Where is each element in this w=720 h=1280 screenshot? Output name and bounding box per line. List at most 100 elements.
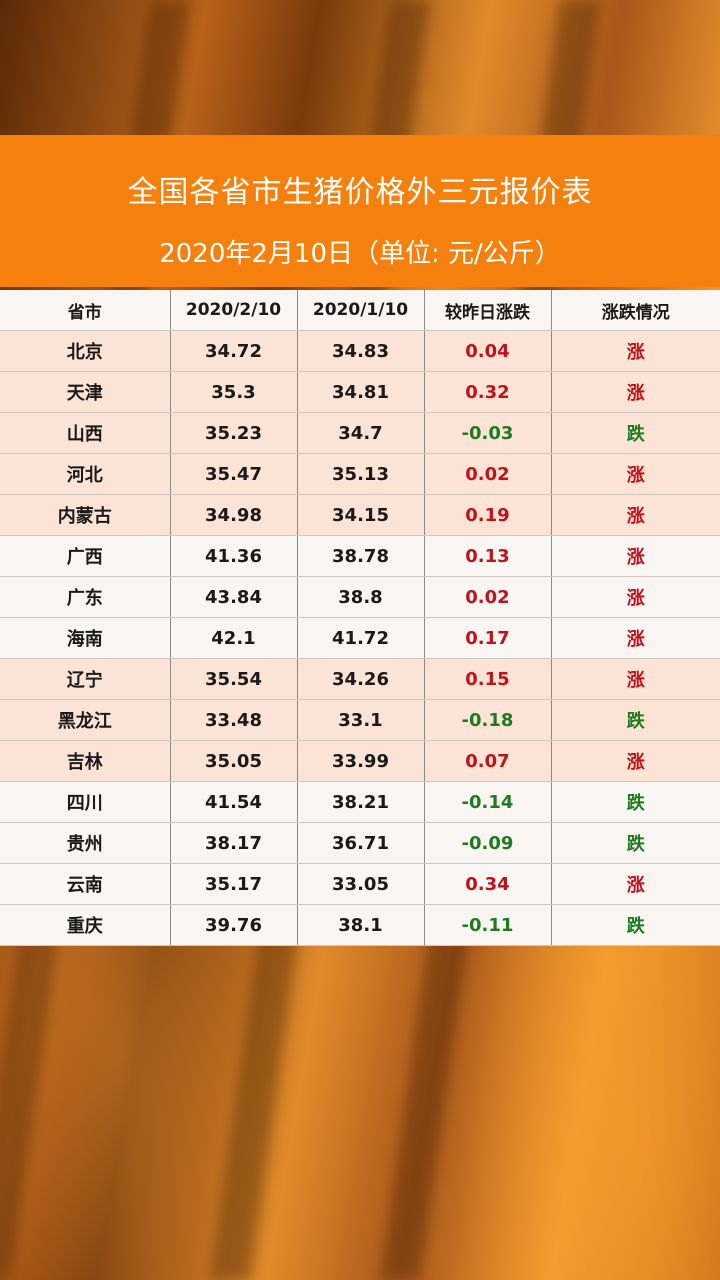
price-old-cell: 38.78: [297, 535, 425, 577]
province-cell: 吉林: [0, 740, 171, 782]
table-row: 黑龙江 33.48 33.1 -0.18 跌: [0, 699, 720, 741]
table-row: 广西 41.36 38.78 0.13 涨: [0, 535, 720, 577]
trend-cell: 涨: [551, 617, 720, 659]
trend-cell: 跌: [551, 781, 720, 823]
change-cell: -0.18: [424, 699, 552, 741]
province-cell: 北京: [0, 330, 171, 372]
table-row: 北京 34.72 34.83 0.04 涨: [0, 330, 720, 372]
price-old-cell: 34.81: [297, 371, 425, 413]
change-cell: 0.13: [424, 535, 552, 577]
table-row: 重庆 39.76 38.1 -0.11 跌: [0, 904, 720, 946]
title-banner: 全国各省市生猪价格外三元报价表 2020年2月10日（单位: 元/公斤）: [0, 135, 720, 287]
price-new-cell: 34.98: [170, 494, 298, 536]
price-new-cell: 35.23: [170, 412, 298, 454]
province-cell: 广西: [0, 535, 171, 577]
province-cell: 广东: [0, 576, 171, 618]
price-old-cell: 38.8: [297, 576, 425, 618]
province-cell: 黑龙江: [0, 699, 171, 741]
price-old-cell: 38.21: [297, 781, 425, 823]
price-old-cell: 34.7: [297, 412, 425, 454]
change-cell: 0.15: [424, 658, 552, 700]
price-old-cell: 35.13: [297, 453, 425, 495]
change-cell: 0.17: [424, 617, 552, 659]
trend-cell: 涨: [551, 371, 720, 413]
table-row: 贵州 38.17 36.71 -0.09 跌: [0, 822, 720, 864]
price-new-cell: 41.54: [170, 781, 298, 823]
price-old-cell: 41.72: [297, 617, 425, 659]
table-row: 河北 35.47 35.13 0.02 涨: [0, 453, 720, 495]
province-cell: 贵州: [0, 822, 171, 864]
trend-cell: 涨: [551, 453, 720, 495]
province-cell: 河北: [0, 453, 171, 495]
table-row: 吉林 35.05 33.99 0.07 涨: [0, 740, 720, 782]
price-new-cell: 35.3: [170, 371, 298, 413]
price-old-cell: 34.26: [297, 658, 425, 700]
price-new-cell: 41.36: [170, 535, 298, 577]
table-row: 山西 35.23 34.7 -0.03 跌: [0, 412, 720, 454]
price-new-cell: 34.72: [170, 330, 298, 372]
province-cell: 云南: [0, 863, 171, 905]
price-old-cell: 33.05: [297, 863, 425, 905]
change-cell: 0.32: [424, 371, 552, 413]
table-row: 广东 43.84 38.8 0.02 涨: [0, 576, 720, 618]
table-row: 海南 42.1 41.72 0.17 涨: [0, 617, 720, 659]
table-row: 天津 35.3 34.81 0.32 涨: [0, 371, 720, 413]
price-old-cell: 34.83: [297, 330, 425, 372]
price-new-cell: 33.48: [170, 699, 298, 741]
column-header-province: 省市: [0, 290, 171, 331]
trend-cell: 涨: [551, 494, 720, 536]
page-title: 全国各省市生猪价格外三元报价表: [127, 175, 593, 210]
price-new-cell: 35.54: [170, 658, 298, 700]
column-header-price-old: 2020/1/10: [297, 290, 425, 331]
province-cell: 辽宁: [0, 658, 171, 700]
change-cell: -0.09: [424, 822, 552, 864]
change-cell: -0.14: [424, 781, 552, 823]
change-cell: 0.04: [424, 330, 552, 372]
province-cell: 四川: [0, 781, 171, 823]
change-cell: -0.11: [424, 904, 552, 946]
change-cell: 0.02: [424, 576, 552, 618]
column-header-change: 较昨日涨跌: [424, 290, 552, 331]
trend-cell: 跌: [551, 412, 720, 454]
trend-cell: 涨: [551, 740, 720, 782]
trend-cell: 跌: [551, 822, 720, 864]
change-cell: 0.34: [424, 863, 552, 905]
change-cell: -0.03: [424, 412, 552, 454]
price-new-cell: 35.47: [170, 453, 298, 495]
price-old-cell: 33.1: [297, 699, 425, 741]
trend-cell: 涨: [551, 658, 720, 700]
change-cell: 0.07: [424, 740, 552, 782]
province-cell: 山西: [0, 412, 171, 454]
price-new-cell: 43.84: [170, 576, 298, 618]
price-new-cell: 38.17: [170, 822, 298, 864]
price-old-cell: 34.15: [297, 494, 425, 536]
table-row: 内蒙古 34.98 34.15 0.19 涨: [0, 494, 720, 536]
table-row: 辽宁 35.54 34.26 0.15 涨: [0, 658, 720, 700]
trend-cell: 跌: [551, 904, 720, 946]
change-cell: 0.19: [424, 494, 552, 536]
province-cell: 海南: [0, 617, 171, 659]
trend-cell: 涨: [551, 330, 720, 372]
page-subtitle: 2020年2月10日（单位: 元/公斤）: [159, 239, 561, 269]
price-new-cell: 35.17: [170, 863, 298, 905]
trend-cell: 涨: [551, 576, 720, 618]
province-cell: 内蒙古: [0, 494, 171, 536]
trend-cell: 涨: [551, 863, 720, 905]
province-cell: 天津: [0, 371, 171, 413]
table-header-row: 省市 2020/2/10 2020/1/10 较昨日涨跌 涨跌情况: [0, 290, 720, 331]
price-new-cell: 42.1: [170, 617, 298, 659]
column-header-trend: 涨跌情况: [551, 290, 720, 331]
price-table: 省市 2020/2/10 2020/1/10 较昨日涨跌 涨跌情况 北京 34.7…: [0, 290, 720, 946]
change-cell: 0.02: [424, 453, 552, 495]
price-old-cell: 36.71: [297, 822, 425, 864]
trend-cell: 跌: [551, 699, 720, 741]
column-header-price-new: 2020/2/10: [170, 290, 298, 331]
table-row: 四川 41.54 38.21 -0.14 跌: [0, 781, 720, 823]
price-new-cell: 35.05: [170, 740, 298, 782]
trend-cell: 涨: [551, 535, 720, 577]
province-cell: 重庆: [0, 904, 171, 946]
price-new-cell: 39.76: [170, 904, 298, 946]
price-old-cell: 33.99: [297, 740, 425, 782]
table-row: 云南 35.17 33.05 0.34 涨: [0, 863, 720, 905]
price-old-cell: 38.1: [297, 904, 425, 946]
